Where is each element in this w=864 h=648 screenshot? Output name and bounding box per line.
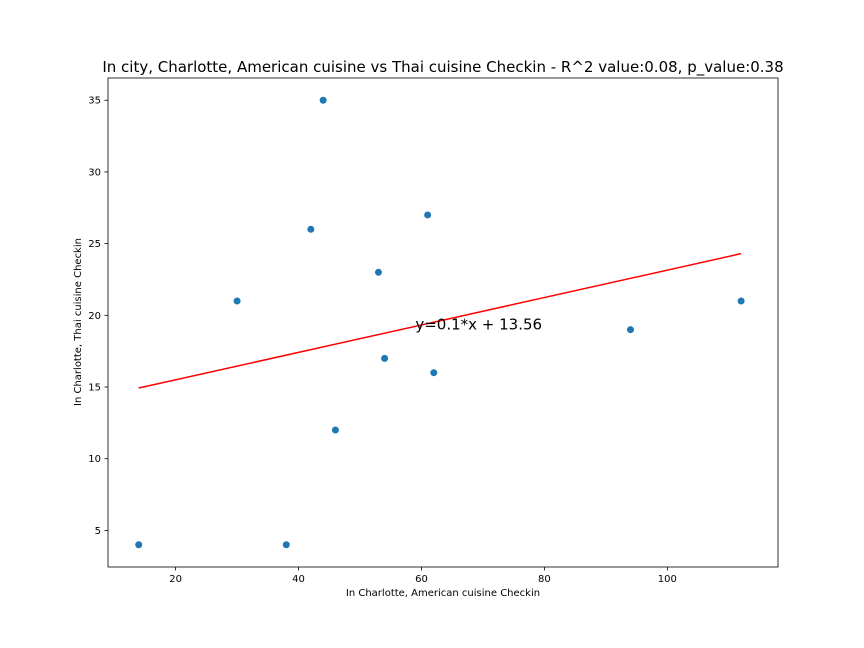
y-axis-label: In Charlotte, Thai cuisine Checkin [73, 238, 84, 406]
y-tick-label: 35 [88, 96, 101, 107]
x-tick-label: 40 [292, 574, 305, 585]
y-tick-label: 10 [88, 454, 101, 465]
x-tick-label: 80 [538, 574, 551, 585]
data-point [331, 426, 339, 434]
data-point [381, 354, 389, 362]
data-point [319, 96, 327, 104]
plot-frame [107, 77, 779, 568]
data-point [307, 225, 315, 233]
data-point [424, 211, 432, 219]
y-tick-label: 25 [88, 239, 101, 250]
chart-title: In city, Charlotte, American cuisine vs … [102, 58, 783, 77]
data-point [135, 541, 143, 549]
regression-equation-label: y=0.1*x + 13.56 [415, 316, 542, 334]
data-point [282, 541, 290, 549]
x-tick-label: 100 [658, 574, 677, 585]
x-axis-label: In Charlotte, American cuisine Checkin [346, 588, 540, 599]
y-tick-label: 5 [95, 526, 101, 537]
x-tick-label: 60 [415, 574, 428, 585]
y-axis-ticks: 5 10 15 20 25 30 35 [88, 96, 108, 537]
data-point [737, 297, 745, 305]
y-tick-label: 20 [88, 311, 101, 322]
data-point [233, 297, 241, 305]
y-tick-label: 15 [88, 383, 101, 394]
regression-line [138, 252, 742, 389]
x-tick-label: 20 [169, 574, 182, 585]
scatter-points [135, 96, 745, 549]
x-axis-ticks: 20 40 60 80 100 [169, 567, 677, 585]
data-point [374, 268, 382, 276]
data-point [626, 326, 634, 334]
plot-area [108, 78, 778, 567]
data-point [430, 369, 438, 377]
y-tick-label: 30 [88, 167, 101, 178]
